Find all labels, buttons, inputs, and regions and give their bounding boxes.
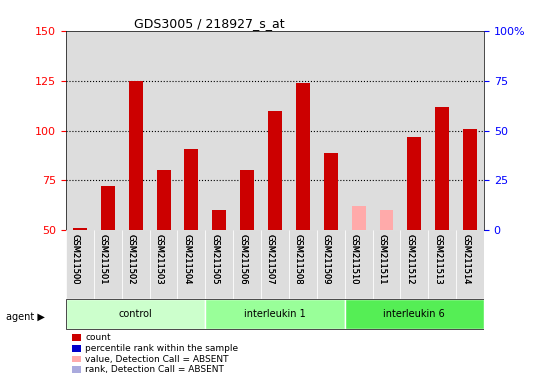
FancyBboxPatch shape — [317, 230, 345, 300]
Text: GSM211505: GSM211505 — [210, 234, 219, 285]
Text: GSM211502: GSM211502 — [126, 234, 136, 285]
Bar — [101, 187, 115, 230]
Bar — [212, 210, 226, 230]
Bar — [351, 207, 366, 230]
Text: GSM211510: GSM211510 — [350, 234, 359, 285]
Bar — [463, 129, 477, 230]
Text: value, Detection Call = ABSENT: value, Detection Call = ABSENT — [85, 354, 229, 364]
FancyBboxPatch shape — [261, 230, 289, 300]
Bar — [296, 83, 310, 230]
FancyBboxPatch shape — [233, 230, 261, 300]
FancyBboxPatch shape — [178, 230, 205, 300]
Text: GSM211503: GSM211503 — [155, 234, 163, 285]
Text: GSM211513: GSM211513 — [433, 234, 442, 285]
Text: interleukin 1: interleukin 1 — [244, 309, 306, 319]
Text: GSM211510: GSM211510 — [350, 234, 359, 285]
Text: GSM211508: GSM211508 — [294, 234, 303, 285]
Text: GDS3005 / 218927_s_at: GDS3005 / 218927_s_at — [134, 17, 284, 30]
FancyBboxPatch shape — [205, 230, 233, 300]
Text: GSM211505: GSM211505 — [210, 234, 219, 285]
Bar — [73, 228, 87, 230]
Text: GSM211509: GSM211509 — [322, 234, 331, 285]
Text: GSM211501: GSM211501 — [99, 234, 108, 285]
Bar — [435, 107, 449, 230]
Text: GSM211503: GSM211503 — [155, 234, 163, 285]
Text: GSM211504: GSM211504 — [183, 234, 191, 285]
Bar — [268, 111, 282, 230]
FancyBboxPatch shape — [122, 230, 150, 300]
FancyBboxPatch shape — [456, 230, 484, 300]
Text: percentile rank within the sample: percentile rank within the sample — [85, 344, 238, 353]
Text: GSM211509: GSM211509 — [322, 234, 331, 285]
FancyBboxPatch shape — [289, 230, 317, 300]
Text: GSM211508: GSM211508 — [294, 234, 303, 285]
FancyBboxPatch shape — [66, 299, 205, 329]
Text: rank, Detection Call = ABSENT: rank, Detection Call = ABSENT — [85, 365, 224, 374]
Bar — [184, 149, 199, 230]
FancyBboxPatch shape — [372, 230, 400, 300]
Text: GSM211513: GSM211513 — [433, 234, 442, 285]
Bar — [157, 170, 170, 230]
Text: GSM211507: GSM211507 — [266, 234, 275, 285]
Bar — [379, 210, 393, 230]
Text: GSM211512: GSM211512 — [405, 234, 414, 285]
Text: GSM211512: GSM211512 — [405, 234, 414, 285]
Text: GSM211507: GSM211507 — [266, 234, 275, 285]
Text: GSM211502: GSM211502 — [126, 234, 136, 285]
Text: GSM211511: GSM211511 — [377, 234, 387, 285]
FancyBboxPatch shape — [428, 230, 456, 300]
Text: agent ▶: agent ▶ — [6, 312, 45, 322]
Text: GSM211506: GSM211506 — [238, 234, 247, 285]
Text: GSM211500: GSM211500 — [71, 234, 80, 285]
Text: GSM211501: GSM211501 — [99, 234, 108, 285]
Text: GSM211506: GSM211506 — [238, 234, 247, 285]
Text: GSM211500: GSM211500 — [71, 234, 80, 285]
Bar — [408, 137, 421, 230]
FancyBboxPatch shape — [345, 299, 484, 329]
Text: count: count — [85, 333, 111, 342]
Bar — [240, 170, 254, 230]
Text: control: control — [119, 309, 152, 319]
FancyBboxPatch shape — [400, 230, 428, 300]
FancyBboxPatch shape — [345, 230, 372, 300]
Text: GSM211504: GSM211504 — [183, 234, 191, 285]
FancyBboxPatch shape — [150, 230, 178, 300]
Bar — [129, 81, 142, 230]
FancyBboxPatch shape — [66, 230, 94, 300]
Bar — [324, 152, 338, 230]
Text: GSM211511: GSM211511 — [377, 234, 387, 285]
Text: GSM211514: GSM211514 — [461, 234, 470, 285]
Text: GSM211514: GSM211514 — [461, 234, 470, 285]
Text: interleukin 6: interleukin 6 — [383, 309, 445, 319]
FancyBboxPatch shape — [205, 299, 345, 329]
FancyBboxPatch shape — [94, 230, 122, 300]
